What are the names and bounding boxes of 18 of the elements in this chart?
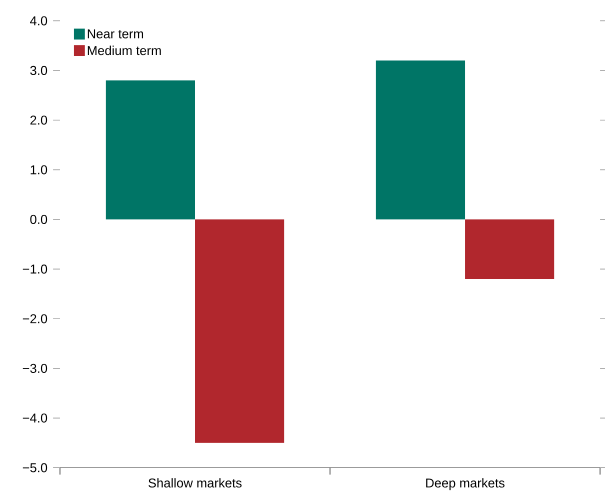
bar bbox=[376, 60, 466, 220]
legend-label: Near term bbox=[88, 29, 144, 38]
y-tick-label: 4.0 bbox=[30, 16, 48, 26]
y-tick-label: 3.0 bbox=[30, 66, 48, 75]
legend-label: Medium term bbox=[88, 45, 161, 55]
bar bbox=[106, 80, 196, 220]
y-tick-label: −1.0 bbox=[22, 264, 48, 274]
y-tick-label: 2.0 bbox=[30, 115, 48, 124]
bar bbox=[465, 219, 554, 279]
y-tick-label: 0.0 bbox=[30, 214, 48, 224]
x-tick-label: Shallow markets bbox=[148, 478, 242, 488]
x-tick-label: Deep markets bbox=[426, 478, 504, 490]
y-tick-label: −2.0 bbox=[22, 314, 48, 324]
y-tick-label: 1.0 bbox=[30, 165, 48, 174]
bar bbox=[195, 219, 284, 443]
y-tick-label: −5.0 bbox=[22, 462, 48, 472]
y-tick-label: −3.0 bbox=[22, 364, 48, 373]
y-tick-label: −4.0 bbox=[22, 413, 48, 422]
